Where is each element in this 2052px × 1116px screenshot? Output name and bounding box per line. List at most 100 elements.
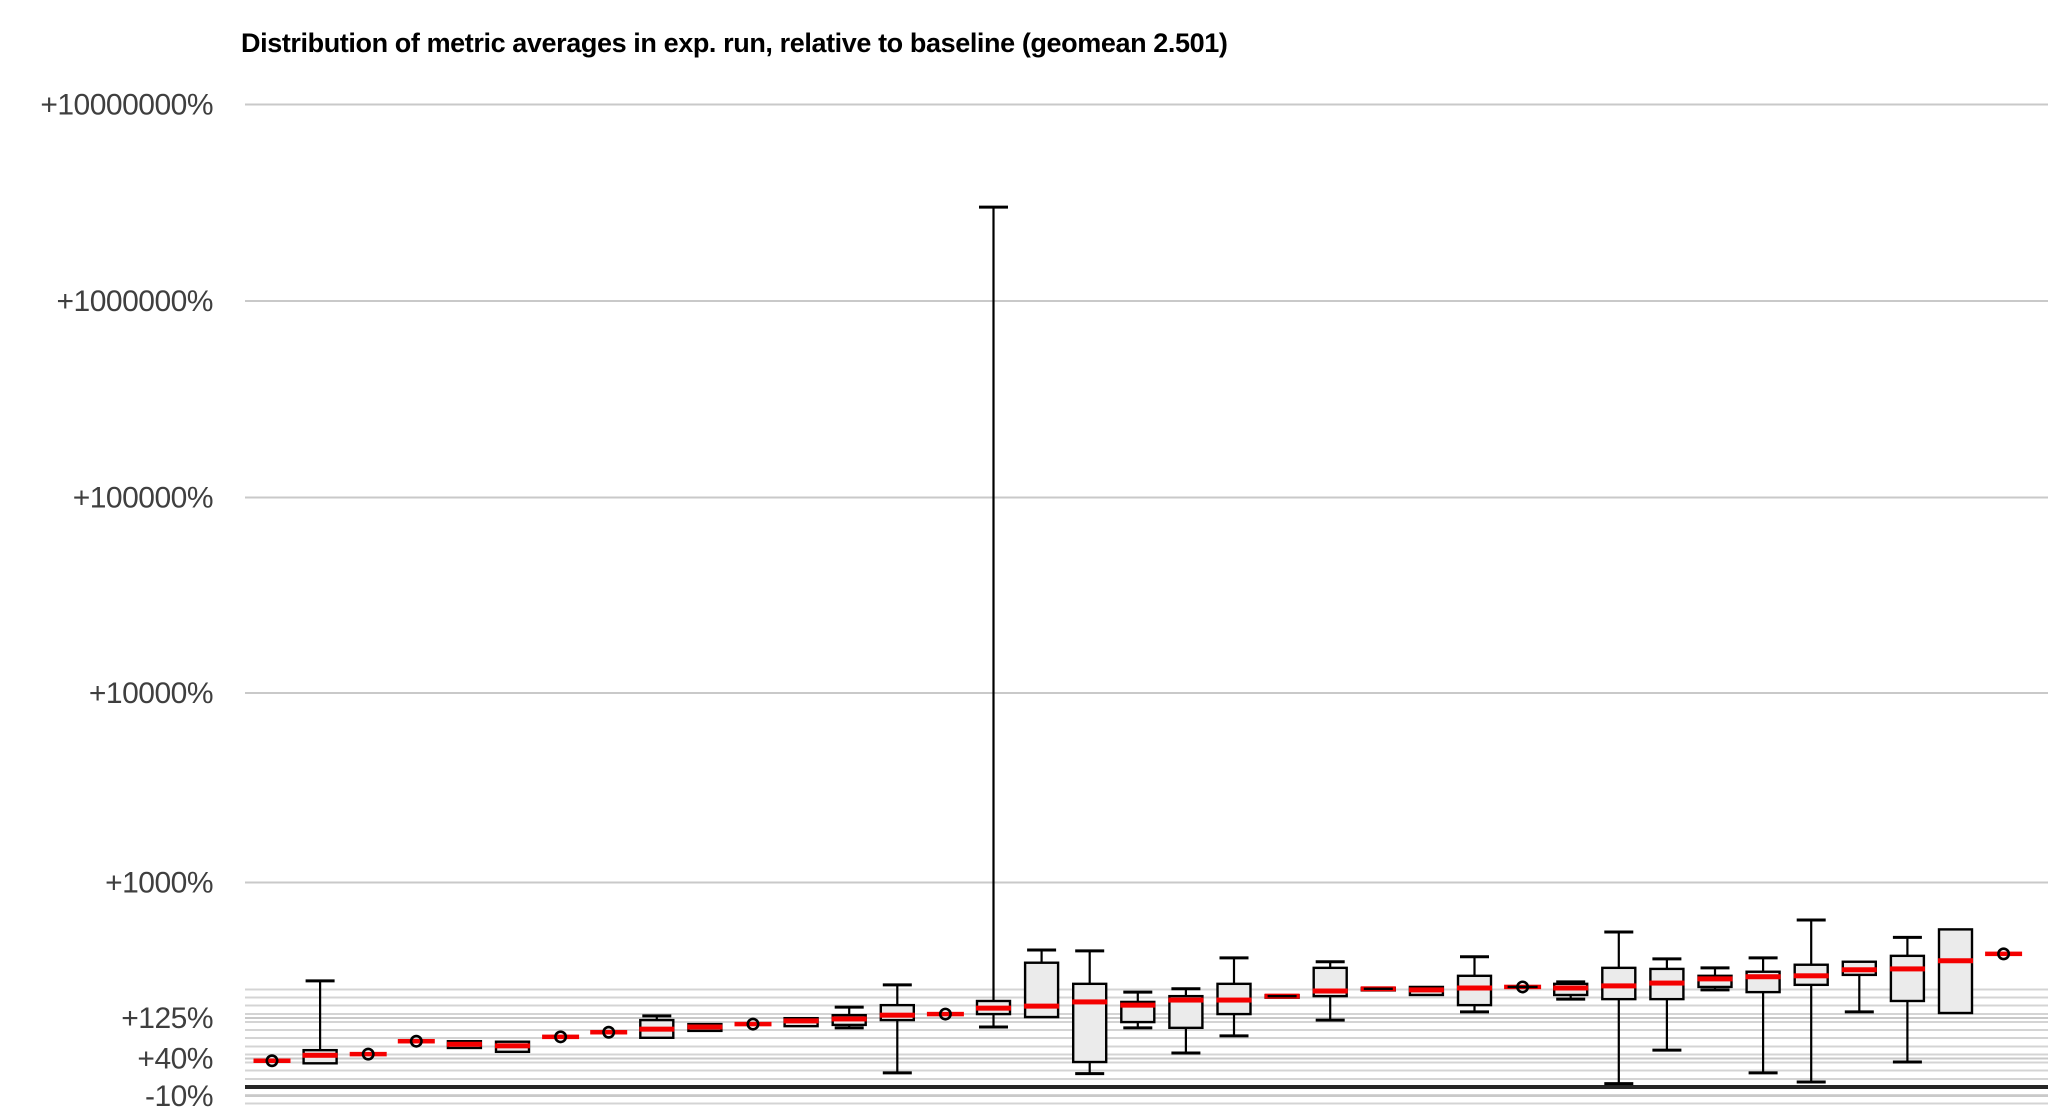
box-plot-item (1504, 980, 1542, 994)
median-line (542, 1034, 580, 1040)
median-overlap-line (1363, 987, 1393, 991)
y-tick-label: -10% (145, 1080, 213, 1113)
box-plot-item (397, 1034, 435, 1048)
median-line (734, 1021, 772, 1027)
box-plot-item (1456, 955, 1493, 1014)
median-line (1649, 980, 1685, 986)
median-line (1601, 983, 1637, 989)
median-line (1745, 974, 1781, 980)
median-line (639, 1026, 675, 1032)
median-line (879, 1012, 915, 1018)
box-plot-item (1023, 948, 1060, 1019)
box-plot-item (1601, 930, 1637, 1086)
median-line (349, 1051, 387, 1057)
median-line (302, 1052, 338, 1058)
y-tick-label: +10000000% (40, 88, 213, 121)
box-plot-item (590, 1025, 628, 1039)
box-plot-item (639, 1014, 675, 1039)
median-line (976, 1005, 1011, 1011)
median-line (1793, 973, 1829, 979)
y-tick-label: +1000% (105, 866, 213, 899)
median-line (1938, 958, 1973, 964)
y-tick-label: +100000% (73, 481, 213, 514)
box-plot-item (349, 1047, 387, 1061)
box-plot-item (1552, 980, 1589, 1001)
median-overlap-line (1507, 985, 1538, 989)
box-plot-item (831, 1005, 867, 1030)
y-tick-label: +40% (137, 1042, 213, 1075)
median-line (783, 1018, 819, 1024)
chart-title: Distribution of metric averages in exp. … (241, 28, 1228, 58)
box-plot-item (975, 205, 1012, 1029)
box-plot-item (1216, 956, 1252, 1038)
box-plot-item (926, 1007, 964, 1021)
point-ring (602, 1025, 616, 1039)
box-plot-item (1312, 960, 1348, 1022)
y-tick-label: +125% (121, 1002, 213, 1035)
iqr-box (1889, 954, 1926, 1003)
median-line (1168, 997, 1204, 1003)
gridlines-layer (245, 103, 2048, 1105)
median-line (1408, 987, 1444, 993)
point-ring (746, 1017, 760, 1031)
box-plot-item (1793, 918, 1829, 1084)
median-line (1072, 999, 1108, 1005)
median-line (831, 1016, 867, 1022)
box-plot-item (1649, 957, 1685, 1052)
box-plot-item (1697, 966, 1733, 992)
box-plot-item (302, 979, 338, 1065)
y-axis-labels: +10000000% +1000000% +100000% +10000% +1000%… (40, 88, 213, 1112)
box-plot-item (446, 1040, 483, 1050)
median-line (687, 1024, 723, 1030)
iqr-box (1071, 982, 1108, 1064)
box-plot-item (734, 1017, 772, 1031)
median-line (495, 1043, 530, 1049)
median-line (590, 1029, 628, 1035)
median-overlap-line (1267, 994, 1297, 998)
box-plot-item (1937, 928, 1974, 1015)
box-plot-item (1745, 956, 1781, 1075)
box-plot-item (253, 1054, 291, 1068)
median-line (1457, 985, 1492, 991)
point-ring (554, 1030, 568, 1044)
point-ring (409, 1034, 423, 1048)
box-plot-item (1120, 990, 1156, 1030)
median-line (446, 1041, 482, 1047)
box-plot-item (1408, 985, 1445, 997)
median-line (1216, 997, 1252, 1003)
box-series-layer (253, 205, 2023, 1086)
box-plot-item (1071, 949, 1108, 1076)
iqr-box (1937, 928, 1974, 1015)
iqr-box (1023, 961, 1060, 1019)
point-ring (265, 1054, 279, 1068)
median-line (1985, 951, 2023, 957)
box-plot-item (687, 1022, 723, 1033)
point-ring (1516, 980, 1530, 994)
median-line (1889, 966, 1925, 972)
median-line (397, 1038, 435, 1044)
median-line (1312, 988, 1348, 994)
median-line (1024, 1003, 1060, 1009)
point-ring (938, 1007, 952, 1021)
median-line (926, 1011, 964, 1017)
box-plot-item (1168, 987, 1204, 1055)
box-plot-item (1841, 960, 1878, 1014)
median-line (1120, 1002, 1156, 1008)
y-tick-label: +1000000% (57, 285, 214, 318)
box-plot-item (494, 1040, 531, 1054)
box-plot-item (783, 1016, 819, 1028)
median-line (1553, 985, 1589, 991)
box-plot-item (1985, 947, 2023, 961)
point-ring (1997, 947, 2011, 961)
box-plot-item (1360, 986, 1397, 992)
y-tick-label: +10000% (89, 677, 213, 710)
box-plot-item (1264, 993, 1300, 999)
iqr-box (879, 1003, 915, 1022)
median-line (1697, 976, 1733, 982)
median-line (1841, 967, 1877, 973)
median-line (253, 1058, 291, 1064)
point-ring (361, 1047, 375, 1061)
box-plot-item (1889, 935, 1926, 1064)
